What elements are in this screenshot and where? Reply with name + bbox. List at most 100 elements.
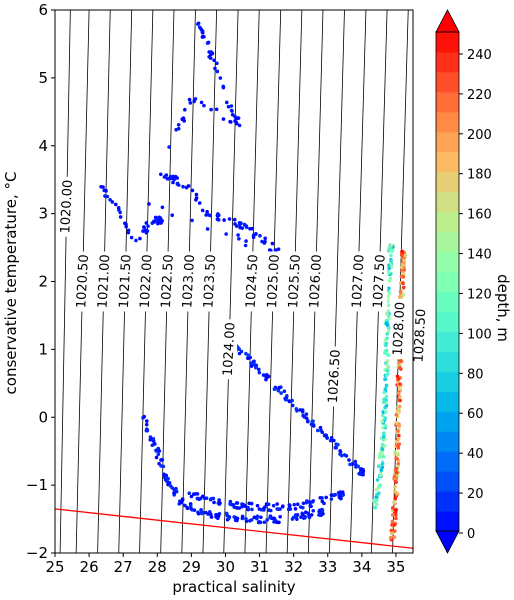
scatter-point — [293, 513, 298, 517]
scatter-point — [383, 377, 388, 382]
x-axis-title: practical salinity — [172, 578, 295, 596]
scatter-point — [273, 248, 278, 252]
scatter-point — [301, 413, 305, 418]
scatter-point — [398, 395, 402, 399]
scatter-point — [397, 433, 401, 438]
scatter-point — [182, 119, 186, 123]
scatter-point — [315, 428, 320, 433]
scatter-point — [162, 175, 167, 179]
scatter-point — [160, 205, 165, 210]
colorbar-segment — [436, 331, 459, 352]
scatter-point — [267, 248, 272, 252]
scatter-point — [310, 419, 315, 424]
scatter-point — [247, 518, 252, 523]
scatter-point — [232, 217, 237, 222]
scatter-point — [263, 505, 267, 509]
scatter-point — [257, 520, 261, 524]
y-tick-label: 3 — [38, 205, 48, 223]
colorbar-segment — [436, 111, 459, 133]
scatter-point — [390, 506, 395, 510]
scatter-point — [209, 107, 213, 112]
scatter-point — [298, 408, 303, 412]
scatter-point — [386, 271, 391, 275]
scatter-point — [244, 225, 249, 230]
scatter-point — [235, 516, 240, 521]
scatter-point — [396, 410, 401, 415]
scatter-point — [295, 408, 299, 413]
scatter-point — [172, 487, 176, 492]
scatter-point — [402, 258, 406, 263]
colorbar-tick-label: 60 — [467, 407, 484, 422]
scatter-point — [243, 243, 248, 248]
y-axis-ticks: −2 −1 0 1 2 3 4 5 6 — [26, 1, 55, 562]
colorbar-tick-label: 0 — [467, 527, 475, 542]
isopycnal-label: 1028.00 — [391, 302, 409, 356]
scatter-points — [99, 21, 408, 542]
scatter-point — [237, 506, 242, 510]
scatter-point — [188, 101, 193, 105]
scatter-point — [205, 41, 210, 45]
scatter-point — [264, 377, 268, 382]
scatter-point — [116, 206, 121, 210]
scatter-point — [195, 492, 200, 496]
scatter-point — [394, 480, 398, 485]
scatter-point — [379, 468, 384, 472]
scatter-point — [389, 253, 393, 258]
colorbar-segment — [436, 51, 459, 73]
scatter-point — [144, 419, 149, 423]
scatter-point — [246, 356, 250, 360]
scatter-point — [154, 455, 159, 460]
scatter-point — [375, 502, 379, 507]
isopycnal-label: 1025.50 — [286, 254, 304, 308]
scatter-point — [301, 501, 306, 506]
scatter-point — [218, 501, 222, 505]
scatter-point — [392, 485, 397, 489]
colorbar-extend-bottom — [435, 530, 460, 554]
scatter-point — [153, 442, 157, 446]
isopycnal-label: 1026.50 — [326, 349, 344, 403]
scatter-point — [293, 507, 298, 511]
scatter-point — [329, 435, 334, 440]
y-tick-label: −1 — [26, 476, 48, 494]
scatter-point — [401, 285, 406, 290]
scatter-point — [167, 145, 171, 149]
scatter-point — [290, 403, 295, 408]
scatter-point — [384, 321, 389, 325]
isopycnal-label-bg — [350, 251, 367, 312]
scatter-point — [394, 516, 398, 521]
scatter-point — [390, 248, 394, 253]
scatter-point — [225, 513, 230, 518]
colorbar-tick-label: 100 — [467, 327, 492, 342]
scatter-point — [254, 232, 258, 236]
colorbar-extend-top — [435, 9, 460, 33]
isopycnal-label-bg — [58, 176, 75, 237]
x-tick-label: 27 — [114, 558, 133, 576]
scatter-point — [215, 69, 220, 74]
scatter-point — [185, 505, 189, 510]
scatter-point — [190, 218, 194, 223]
scatter-point — [324, 435, 329, 440]
isopycnal-label-bg — [391, 299, 408, 360]
colorbar-segment — [436, 171, 459, 193]
scatter-point — [397, 404, 402, 409]
scatter-point — [386, 353, 391, 358]
isopycnal-label-bg — [286, 251, 303, 312]
scatter-point — [237, 351, 242, 356]
x-tick-label: 30 — [216, 558, 235, 576]
scatter-point — [381, 454, 386, 459]
scatter-point — [390, 513, 395, 517]
scatter-point — [396, 429, 400, 433]
scatter-point — [200, 511, 204, 516]
scatter-point — [194, 192, 199, 197]
scatter-point — [295, 502, 300, 507]
scatter-point — [144, 221, 149, 225]
freezing-line — [55, 508, 413, 549]
scatter-point — [183, 503, 187, 508]
isopycnal-label-bg — [307, 251, 324, 312]
scatter-point — [157, 449, 162, 453]
colorbar-tick-label: 200 — [467, 128, 492, 143]
colorbar-segment — [436, 91, 459, 113]
colorbar-segment — [436, 231, 459, 253]
scatter-point — [396, 461, 401, 466]
